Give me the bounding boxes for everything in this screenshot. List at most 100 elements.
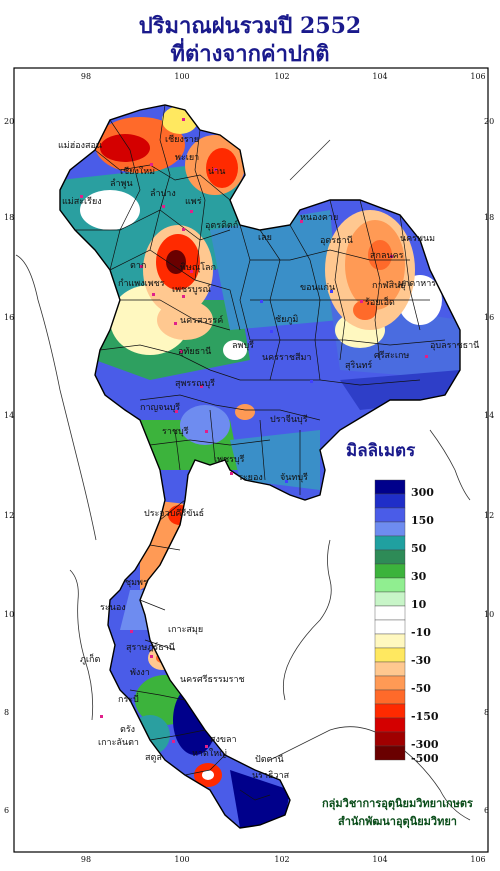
legend-swatch <box>374 703 406 719</box>
place-label: ระยอง <box>238 473 263 483</box>
place-label: หนองคาย <box>300 213 338 223</box>
latitude-tick-label: 8 <box>4 708 9 717</box>
place-label: แพร่ <box>185 197 202 207</box>
latitude-tick-label: 6 <box>484 806 489 815</box>
place-label: แม่ฮ่องสอน <box>58 141 102 151</box>
place-label: เชียงราย <box>165 134 199 145</box>
legend-value-label: -10 <box>411 626 431 639</box>
legend-swatch <box>374 619 406 635</box>
place-label: สงขลา <box>210 735 237 745</box>
longitude-tick-label: 102 <box>274 855 289 864</box>
legend-value-label: -500 <box>411 752 439 765</box>
latitude-tick-label: 12 <box>484 511 494 520</box>
longitude-tick-label: 98 <box>81 855 91 864</box>
thailand-outline <box>59 104 461 829</box>
place-label: หาดใหญ่ <box>192 748 227 759</box>
legend-value-label: 300 <box>411 486 434 499</box>
latitude-tick-label: 14 <box>484 411 494 420</box>
longitude-tick-label: 104 <box>372 855 387 864</box>
latitude-labels-right: 20 18 16 14 12 10 8 6 <box>484 117 494 815</box>
place-label: นราธิวาส <box>252 770 290 781</box>
place-label: ลพบุรี <box>232 340 254 351</box>
latitude-tick-label: 18 <box>4 213 14 222</box>
legend-swatch <box>374 605 406 621</box>
legend-value-label: -300 <box>411 738 439 751</box>
map-subtitle: ที่ต่างจากค่าปกติ <box>170 41 330 67</box>
place-label: ชัยภูมิ <box>275 314 298 325</box>
latitude-tick-label: 14 <box>4 411 14 420</box>
legend-swatch <box>374 479 406 495</box>
place-label: ประจวบคีรีขันธ์ <box>144 507 204 519</box>
legend-swatch <box>374 521 406 537</box>
place-label: สกลนคร <box>370 251 404 261</box>
place-label: พะเยา <box>175 153 199 163</box>
place-label: กำแพงเพชร <box>118 278 165 289</box>
place-label: กาฬสินธุ์ <box>372 279 406 291</box>
place-label: กระบี่ <box>118 692 139 705</box>
legend-swatch <box>374 633 406 649</box>
place-label: ปัตตานี <box>255 754 284 765</box>
place-label: ตาก <box>130 261 146 271</box>
place-label: ร้อยเอ็ด <box>365 295 395 308</box>
place-label: อุตรดิตถ์ <box>205 219 238 231</box>
legend-value-label: 150 <box>411 514 434 527</box>
legend-value-label: -50 <box>411 682 431 695</box>
place-label: จันทบุรี <box>280 472 308 483</box>
latitude-tick-label: 8 <box>484 708 489 717</box>
place-label: ตรัง <box>120 725 135 735</box>
place-label: กาญจนบุรี <box>140 402 180 413</box>
map-frame <box>13 67 489 853</box>
place-label: พิษณุโลก <box>180 262 216 273</box>
credit-line-1: กลุ่มวิชาการอุตุนิยมวิทยาเกษตร <box>322 797 473 810</box>
latitude-tick-label: 10 <box>4 610 14 619</box>
longitude-labels-top: 98 100 102 104 106 <box>81 72 486 81</box>
legend-swatch <box>374 675 406 691</box>
legend-swatch <box>374 577 406 593</box>
place-label: อุดรธานี <box>320 235 353 246</box>
place-label: น่าน <box>208 167 225 177</box>
latitude-tick-label: 20 <box>4 117 14 126</box>
legend-swatch <box>374 689 406 705</box>
place-label: อุทัยธานี <box>178 346 211 357</box>
longitude-tick-label: 98 <box>81 72 91 81</box>
latitude-labels-left: 20 18 16 14 12 10 8 6 <box>4 117 14 815</box>
place-label: เพชรบูรณ์ <box>172 283 211 295</box>
place-label: ระนอง <box>100 603 126 613</box>
latitude-tick-label: 18 <box>484 213 494 222</box>
place-label: สุรินทร์ <box>345 359 372 371</box>
legend-value-label: -30 <box>411 654 431 667</box>
legend-value-label: -150 <box>411 710 439 723</box>
legend-value-label: 10 <box>411 598 427 611</box>
legend-swatch <box>374 507 406 523</box>
legend-swatch <box>374 731 406 747</box>
legend-value-label: 30 <box>411 570 427 583</box>
place-label: ปราจีนบุรี <box>270 414 308 425</box>
legend-value-label: 50 <box>411 542 427 555</box>
place-label: ลำปาง <box>150 188 176 199</box>
credit-line-2: สำนักพัฒนาอุตุนิยมวิทยา <box>338 815 457 828</box>
place-label: เพชรบุรี <box>214 454 245 465</box>
place-label: ลำพูน <box>110 178 133 189</box>
legend-swatch <box>374 661 406 677</box>
longitude-labels-bottom: 98 100 102 104 106 <box>81 855 486 864</box>
place-label: เชียงใหม่ <box>120 166 155 177</box>
longitude-tick-label: 100 <box>174 855 189 864</box>
station-markers <box>80 118 428 748</box>
longitude-tick-label: 106 <box>470 72 485 81</box>
legend-swatch <box>374 717 406 733</box>
place-label: ภูเก็ต <box>80 652 100 665</box>
latitude-tick-label: 20 <box>484 117 494 126</box>
place-label: นครราชสีมา <box>262 352 311 363</box>
place-label: เกาะสมุย <box>168 625 203 635</box>
legend-colorbar <box>374 479 406 761</box>
longitude-tick-label: 104 <box>372 72 387 81</box>
legend-title: มิลลิเมตร <box>346 441 416 461</box>
place-label: ราชบุรี <box>162 426 189 437</box>
longitude-tick-label: 100 <box>174 72 189 81</box>
place-label: ศรีสะเกษ <box>374 350 409 361</box>
latitude-tick-label: 6 <box>4 806 9 815</box>
place-label: นครศรีธรรมราช <box>180 674 245 685</box>
place-label: ขอนแก่น <box>300 283 335 293</box>
